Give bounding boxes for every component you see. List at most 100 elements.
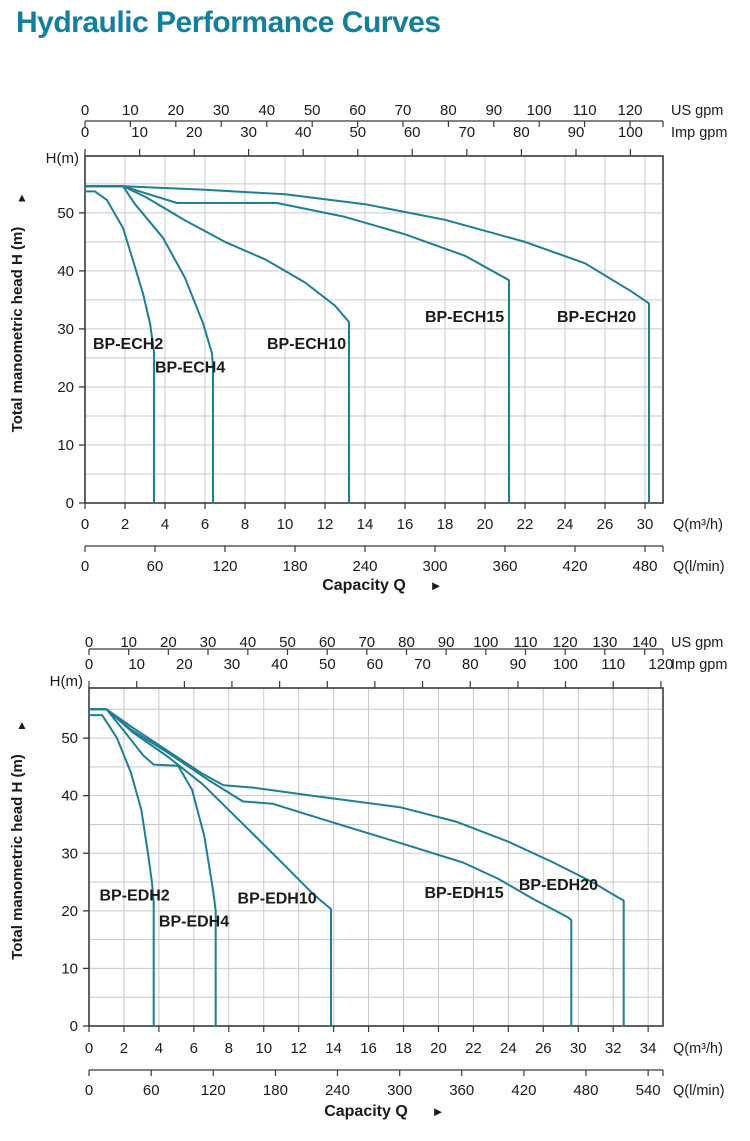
imp-gpm-tick-label: 120 [648,656,673,673]
y-axis-title: Total manometric head H (m) [9,754,26,960]
imp-gpm-tick-label: 60 [404,124,421,141]
q-lmin-tick-label: 300 [422,558,447,575]
us-gpm-tick-label: 20 [167,102,184,119]
imp-gpm-tick-label: 60 [367,656,384,673]
us-gpm-tick-label: 40 [258,102,275,119]
q-m3h-tick-label: 32 [605,1040,622,1057]
us-gpm-tick-label: 50 [304,102,321,119]
us-gpm-unit-label: US gpm [671,103,723,119]
q-m3h-tick-label: 12 [290,1040,307,1057]
q-m3h-tick-label: 2 [121,516,129,533]
q-m3h-tick-label: 14 [357,516,374,533]
curve-BP-ECH2 [84,190,155,504]
us-gpm-tick-label: 100 [527,102,552,119]
us-gpm-tick-label: 60 [349,102,366,119]
us-gpm-tick-label: 40 [239,634,256,651]
q-lmin-unit-label: Q(l/min) [673,1083,725,1099]
q-m3h-tick-label: 0 [85,1040,93,1057]
q-lmin-unit-label: Q(l/min) [673,559,725,575]
curve-label-BP-ECH4: BP-ECH4 [155,359,225,376]
us-gpm-tick-label: 0 [81,102,89,119]
curve-BP-EDH20 [88,708,625,1027]
curve-BP-ECH10 [84,185,350,504]
curve-label-BP-EDH20: BP-EDH20 [519,877,598,894]
imp-gpm-unit-label: Imp gpm [671,657,727,673]
curve-BP-ECH20 [84,185,650,504]
plot-border [88,687,664,1027]
q-lmin-tick-label: 120 [212,558,237,575]
y-tick-label: 40 [61,788,78,805]
capacity-axis-title: Capacity Q [322,577,406,594]
imp-gpm-tick-label: 30 [224,656,241,673]
right-arrow-icon: ► [430,578,443,593]
q-lmin-tick-label: 480 [573,1082,598,1099]
us-gpm-tick-label: 30 [213,102,230,119]
plot-border [84,155,664,504]
q-lmin-tick-label: 60 [143,1082,160,1099]
curve-label-BP-EDH15: BP-EDH15 [424,885,503,902]
q-lmin-tick-label: 420 [562,558,587,575]
curve-label-BP-ECH15: BP-ECH15 [425,309,504,326]
curve-label-BP-EDH10: BP-EDH10 [238,890,317,907]
us-gpm-tick-label: 140 [632,634,657,651]
q-m3h-unit-label: Q(m³/h) [673,1041,723,1057]
curve-label-BP-ECH10: BP-ECH10 [267,336,346,353]
q-lmin-tick-label: 240 [325,1082,350,1099]
imp-gpm-tick-label: 80 [513,124,530,141]
us-gpm-tick-label: 90 [438,634,455,651]
y-tick-label: 0 [66,495,74,512]
imp-gpm-tick-label: 30 [240,124,257,141]
us-gpm-tick-label: 110 [573,102,597,119]
y-tick-label: 40 [57,263,74,280]
q-m3h-tick-label: 8 [241,516,249,533]
imp-gpm-tick-label: 40 [295,124,312,141]
q-m3h-tick-label: 4 [161,516,169,533]
y-tick-label: 0 [70,1018,78,1035]
q-m3h-tick-label: 10 [277,516,294,533]
y-tick-label: 50 [57,205,74,222]
us-gpm-tick-label: 120 [617,102,642,119]
q-m3h-tick-label: 0 [81,516,89,533]
q-m3h-tick-label: 16 [360,1040,377,1057]
q-m3h-tick-label: 8 [225,1040,233,1057]
imp-gpm-tick-label: 10 [131,124,148,141]
q-lmin-tick-label: 240 [352,558,377,575]
q-m3h-tick-label: 30 [570,1040,587,1057]
us-gpm-tick-label: 80 [398,634,415,651]
q-m3h-tick-label: 26 [597,516,614,533]
q-m3h-tick-label: 22 [465,1040,482,1057]
us-gpm-tick-label: 60 [319,634,336,651]
us-gpm-tick-label: 110 [514,634,538,651]
q-m3h-tick-label: 6 [201,516,209,533]
imp-gpm-tick-label: 50 [349,124,366,141]
us-gpm-tick-label: 10 [120,634,137,651]
q-lmin-tick-label: 420 [511,1082,536,1099]
q-m3h-tick-label: 2 [120,1040,128,1057]
q-m3h-tick-label: 12 [317,516,334,533]
q-lmin-tick-label: 180 [263,1082,288,1099]
q-m3h-tick-label: 16 [397,516,414,533]
q-lmin-tick-label: 300 [387,1082,412,1099]
us-gpm-tick-label: 70 [395,102,412,119]
q-m3h-tick-label: 14 [325,1040,342,1057]
q-m3h-tick-label: 22 [517,516,534,533]
grid [85,156,663,503]
imp-gpm-tick-label: 40 [271,656,288,673]
capacity-axis-title: Capacity Q [324,1103,408,1120]
imp-gpm-tick-label: 70 [414,656,431,673]
imp-gpm-tick-label: 0 [85,656,93,673]
q-lmin-tick-label: 360 [449,1082,474,1099]
us-gpm-tick-label: 30 [200,634,217,651]
curve-BP-EDH4 [88,708,217,1027]
us-gpm-tick-label: 100 [473,634,498,651]
curve-BP-EDH2 [88,714,155,1027]
y-tick-label: 50 [61,730,78,747]
imp-gpm-tick-label: 80 [462,656,479,673]
curve-label-BP-ECH20: BP-ECH20 [557,309,636,326]
q-m3h-tick-label: 18 [437,516,454,533]
head-axis-corner-label: H(m) [50,673,83,690]
q-m3h-tick-label: 20 [477,516,494,533]
